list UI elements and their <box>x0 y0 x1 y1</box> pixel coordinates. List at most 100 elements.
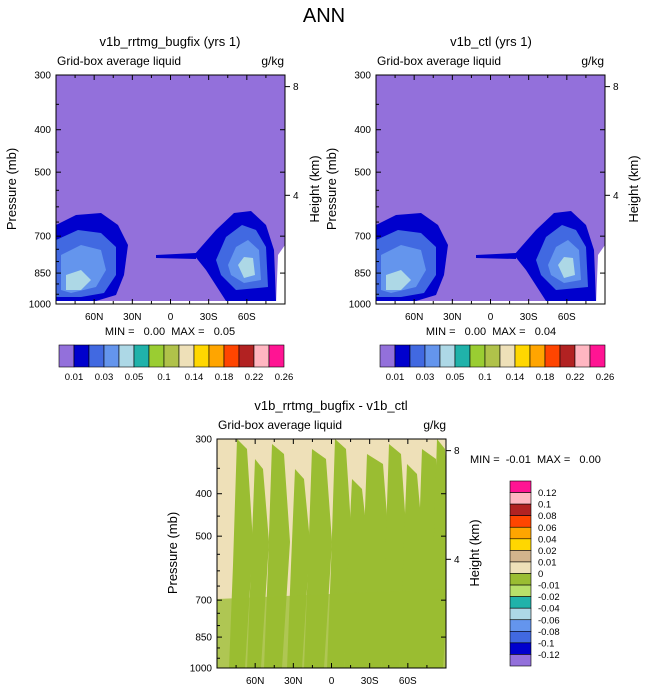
panel-a-title: v1b_rrtmg_bugfix (yrs 1) <box>100 34 241 49</box>
contour-sh-level-4 <box>558 257 575 278</box>
x-tick-label: 30S <box>361 676 379 687</box>
colorbar-label: 0.01 <box>538 557 557 568</box>
colorbar-label: 0.06 <box>538 523 557 534</box>
panel-a-x-ticks: 60N 30N 0 30S 60S <box>74 75 267 323</box>
panel-diff-y-ticks: 300 400 500 700 850 1000 <box>190 435 446 675</box>
colorbar-label: 0.26 <box>596 372 615 383</box>
panel-diff-x-ticks: 60N 30N 0 30S 60S <box>235 439 428 687</box>
colorbar-swatch <box>163 344 180 368</box>
colorbar-label: 0.08 <box>538 511 557 522</box>
colorbar-swatch <box>238 344 255 368</box>
colorbar-swatch <box>193 344 210 368</box>
x-tick-label: 60N <box>405 312 423 323</box>
colorbar-swatch <box>509 480 532 493</box>
colorbar-label: -0.01 <box>538 581 560 592</box>
panel-a-subtitle-left: Grid-box average liquid <box>57 54 181 68</box>
panel-a-colorbar: 0.01 0.03 0.05 0.1 0.14 0.18 0.22 0.26 <box>58 344 294 383</box>
colorbar-label: -0.1 <box>538 638 554 649</box>
colorbar-label: -0.02 <box>538 592 560 603</box>
right-tick-label: 4 <box>613 191 619 202</box>
panel-a-ylabel: Pressure (mb) <box>4 148 19 230</box>
colorbar-swatch <box>178 344 195 368</box>
y-tick-label: 300 <box>34 71 51 82</box>
colorbar-swatch <box>394 344 411 368</box>
x-tick-label: 60N <box>246 676 264 687</box>
x-tick-label: 0 <box>168 312 174 323</box>
panel-b-y-ticks: 300 400 500 700 850 1000 <box>349 71 605 311</box>
colorbar-label: 0.26 <box>275 372 294 383</box>
panel-b-subtitle-right: g/kg <box>581 54 604 68</box>
panel-diff: v1b_rrtmg_bugfix - v1b_ctl Grid-box aver… <box>165 398 601 687</box>
panel-diff-field <box>217 439 446 668</box>
colorbar-swatch <box>509 584 532 597</box>
colorbar-swatch <box>103 344 120 368</box>
colorbar-swatch <box>148 344 165 368</box>
colorbar-label: 0.1 <box>157 372 170 383</box>
panel-b-title: v1b_ctl (yrs 1) <box>450 34 532 49</box>
colorbar-swatch <box>509 654 532 667</box>
colorbar-swatch <box>509 596 532 609</box>
colorbar-label: 0.22 <box>245 372 264 383</box>
panel-b-contours <box>376 211 605 304</box>
colorbar-swatch <box>58 344 75 368</box>
colorbar-label: -0.08 <box>538 627 560 638</box>
contour-nh-level-4 <box>386 270 411 290</box>
colorbar-swatch <box>544 344 561 368</box>
colorbar-label: 0 <box>538 569 543 580</box>
x-tick-label: 60S <box>558 312 576 323</box>
colorbar-label: 0.02 <box>538 546 557 557</box>
colorbar-swatch <box>253 344 270 368</box>
diff-contour-lower-band <box>217 589 446 668</box>
colorbar-label: 0.05 <box>446 372 465 383</box>
y-tick-label: 850 <box>34 269 51 280</box>
y-tick-label: 500 <box>354 168 371 179</box>
colorbar-swatch <box>469 344 486 368</box>
panel-a-stats: MIN = 0.00 MAX = 0.05 <box>105 326 235 338</box>
panel-diff-stats: MIN = -0.01 MAX = 0.00 <box>470 454 601 466</box>
colorbar-label: 0.18 <box>536 372 555 383</box>
colorbar-swatch <box>509 492 532 505</box>
figure-title: ANN <box>303 5 345 27</box>
y-tick-label: 400 <box>195 489 212 500</box>
panel-b-ylabel-right: Height (km) <box>626 155 641 222</box>
colorbar-label: 0.22 <box>566 372 585 383</box>
panel-b-ylabel: Pressure (mb) <box>324 148 339 230</box>
x-tick-label: 30N <box>123 312 141 323</box>
y-tick-label: 300 <box>354 71 371 82</box>
x-tick-label: 0 <box>488 312 494 323</box>
colorbar-swatch <box>88 344 105 368</box>
right-tick-label: 8 <box>454 446 460 457</box>
colorbar-label: -0.06 <box>538 615 560 626</box>
x-tick-label: 0 <box>329 676 335 687</box>
y-tick-label: 700 <box>34 232 51 243</box>
y-tick-label: 300 <box>195 435 212 446</box>
colorbar-swatch <box>268 344 285 368</box>
colorbar-label: 0.03 <box>416 372 435 383</box>
colorbar-swatch <box>379 344 396 368</box>
colorbar-label: 0.1 <box>538 500 551 511</box>
surface-mask <box>596 245 605 304</box>
colorbar-label: 0.14 <box>185 372 204 383</box>
panel-b-right-ticks: 84 <box>605 82 619 202</box>
x-tick-label: 60S <box>399 676 417 687</box>
y-tick-label: 500 <box>195 532 212 543</box>
contour-sh-level-4 <box>238 257 255 278</box>
y-tick-label: 850 <box>195 633 212 644</box>
panel-a-subtitle-right: g/kg <box>261 54 284 68</box>
colorbar-swatch <box>133 344 150 368</box>
panel-diff-colorbar: 0.120.10.080.060.040.020.010-0.01-0.02-0… <box>509 480 560 667</box>
colorbar-swatch <box>73 344 90 368</box>
colorbar-swatch <box>118 344 135 368</box>
panel-a-ylabel-right: Height (km) <box>307 155 322 222</box>
right-tick-label: 8 <box>293 82 299 93</box>
contour-nh-level-4 <box>66 270 91 290</box>
panel-b-colorbar: 0.01 0.03 0.05 0.1 0.14 0.18 0.22 0.26 <box>379 344 615 383</box>
colorbar-swatch <box>484 344 501 368</box>
right-tick-label: 8 <box>613 82 619 93</box>
colorbar-label: 0.1 <box>478 372 491 383</box>
panel-b-subtitle-left: Grid-box average liquid <box>377 54 501 68</box>
colorbar-swatch <box>509 526 532 540</box>
y-tick-label: 700 <box>195 596 212 607</box>
colorbar-swatch <box>509 515 532 528</box>
panel-b-field <box>376 75 605 304</box>
